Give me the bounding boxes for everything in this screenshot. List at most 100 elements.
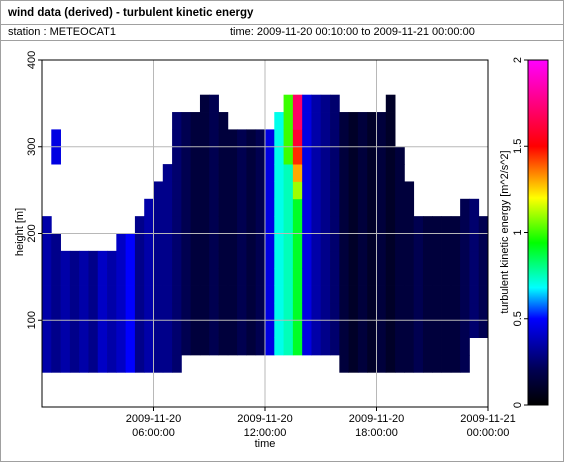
heatmap-cell <box>385 181 396 200</box>
heatmap-cell <box>432 250 442 269</box>
heatmap-cell <box>162 268 173 286</box>
heatmap-cell <box>134 285 145 304</box>
heatmap-cell <box>320 181 331 200</box>
heatmap-cell <box>237 129 247 148</box>
heatmap-cell <box>292 302 303 321</box>
heatmap-cell <box>172 285 182 304</box>
heatmap-cell <box>302 146 312 165</box>
heatmap-cell <box>320 94 331 113</box>
heatmap-cell <box>42 320 52 338</box>
heatmap-cell <box>432 233 442 252</box>
heatmap-cell <box>153 233 164 252</box>
heatmap-cell <box>460 337 470 356</box>
heatmap-cell <box>395 285 405 304</box>
heatmap-cell <box>348 337 359 356</box>
heatmap-cell <box>97 285 108 304</box>
heatmap-cell <box>311 164 322 182</box>
heatmap-cell <box>218 250 229 269</box>
heatmap-cell <box>283 285 294 304</box>
heatmap-cell <box>283 129 294 148</box>
heatmap-cell <box>283 94 294 113</box>
heatmap-cell <box>292 268 303 286</box>
heatmap-cell <box>450 285 461 304</box>
heatmap-cell <box>199 233 210 252</box>
heatmap-cell <box>413 216 424 234</box>
heatmap-cell <box>51 320 61 338</box>
heatmap-cell <box>125 233 136 252</box>
heatmap-cell <box>283 233 294 252</box>
heatmap-cell <box>367 250 377 269</box>
heatmap-cell <box>265 337 275 356</box>
heatmap-cell <box>190 216 201 234</box>
heatmap-cell <box>376 129 387 148</box>
heatmap-cell <box>367 285 377 304</box>
heatmap-cell <box>292 233 303 252</box>
heatmap-cell <box>283 198 294 217</box>
heatmap-cell <box>190 129 201 148</box>
heatmap-cell <box>79 268 89 286</box>
heatmap-cell <box>357 285 368 304</box>
heatmap-cell <box>357 129 368 148</box>
heatmap-cell <box>422 337 433 356</box>
heatmap-cell <box>302 337 312 356</box>
heatmap-cell <box>162 181 173 200</box>
heatmap-cell <box>320 285 331 304</box>
heatmap-cell <box>330 216 340 234</box>
colorbar-tick-label: 1.5 <box>512 139 524 154</box>
heatmap-cell <box>69 285 80 304</box>
heatmap-cell <box>311 285 322 304</box>
heatmap-cell <box>311 233 322 252</box>
heatmap-cell <box>265 233 275 252</box>
heatmap-cell <box>385 354 396 373</box>
heatmap-cell <box>199 164 210 182</box>
heatmap-cell <box>265 198 275 217</box>
heatmap-cell <box>413 285 424 304</box>
heatmap-cell <box>339 354 350 373</box>
heatmap-cell <box>404 250 415 269</box>
heatmap-cell <box>302 320 312 338</box>
heatmap-cell <box>292 112 303 130</box>
heatmap-cell <box>190 268 201 286</box>
heatmap-cell <box>107 302 117 321</box>
heatmap-cell <box>283 164 294 182</box>
heatmap-cell <box>153 268 164 286</box>
heatmap-cell <box>367 216 377 234</box>
heatmap-cell <box>450 320 461 338</box>
heatmap-cell <box>348 146 359 165</box>
heatmap-cell <box>199 146 210 165</box>
heatmap-cell <box>376 250 387 269</box>
heatmap-cell <box>320 112 331 130</box>
heatmap-cell <box>209 94 219 113</box>
heatmap-cell <box>172 164 182 182</box>
heatmap-cell <box>190 302 201 321</box>
heatmap-cell <box>450 216 461 234</box>
heatmap-cell <box>367 181 377 200</box>
heatmap-cell <box>348 112 359 130</box>
heatmap-cell <box>395 233 405 252</box>
heatmap-cell <box>395 146 405 165</box>
heatmap-cell <box>441 233 452 252</box>
heatmap-cell <box>42 302 52 321</box>
colorbar-label: turbulent kinetic energy [m^2/s^2] <box>499 150 511 313</box>
heatmap-cell <box>199 198 210 217</box>
heatmap-cell <box>125 302 136 321</box>
heatmap-cell <box>441 302 452 321</box>
heatmap-cell <box>246 129 257 148</box>
heatmap-cell <box>311 337 322 356</box>
heatmap-cell <box>209 285 219 304</box>
heatmap-cell <box>218 302 229 321</box>
heatmap-cell <box>376 146 387 165</box>
heatmap-cell <box>469 233 480 252</box>
heatmap-cell <box>237 320 247 338</box>
heatmap-cell <box>274 112 284 130</box>
heatmap-cell <box>116 268 127 286</box>
heatmap-cell <box>199 302 210 321</box>
heatmap-cell <box>395 320 405 338</box>
heatmap-cell <box>246 285 257 304</box>
heatmap-cell <box>144 354 154 373</box>
heatmap-cell <box>367 320 377 338</box>
heatmap-cell <box>172 302 182 321</box>
heatmap-cell <box>237 164 247 182</box>
heatmap-cell <box>441 320 452 338</box>
chart-title: wind data (derived) - turbulent kinetic … <box>7 7 254 19</box>
